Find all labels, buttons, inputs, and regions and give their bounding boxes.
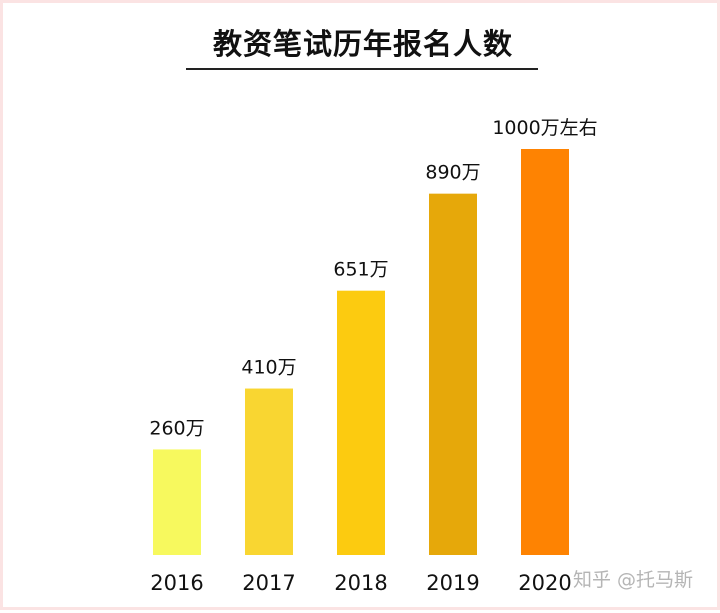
x-tick-label-2016: 2016 <box>150 571 203 595</box>
watermark: 知乎 @托马斯 <box>573 569 694 591</box>
x-tick-label-2018: 2018 <box>334 571 387 595</box>
bar-chart: 260万 410万 651万 890万 1000万左右 2016 2017 2018 2019… <box>149 117 597 595</box>
x-tick-label-2017: 2017 <box>242 571 295 595</box>
data-label-2020: 1000万左右 <box>492 117 597 139</box>
title-underline <box>186 68 538 70</box>
x-tick-labels-group: 2016 2017 2018 2019 2020 <box>150 571 571 595</box>
x-tick-label-2019: 2019 <box>426 571 479 595</box>
bar-2019 <box>429 193 477 555</box>
data-labels-group: 260万 410万 651万 890万 1000万左右 <box>149 117 597 439</box>
bar-2016 <box>153 449 201 555</box>
bar-2020 <box>521 149 569 555</box>
x-tick-label-2020: 2020 <box>518 571 571 595</box>
bars-group <box>153 149 569 555</box>
data-label-2018: 651万 <box>333 259 388 281</box>
bar-2017 <box>245 388 293 555</box>
data-label-2019: 890万 <box>425 162 480 184</box>
data-label-2016: 260万 <box>149 417 204 439</box>
data-label-2017: 410万 <box>241 357 296 379</box>
bar-2018 <box>337 290 385 555</box>
chart-title: 教资笔试历年报名人数 <box>212 27 513 61</box>
